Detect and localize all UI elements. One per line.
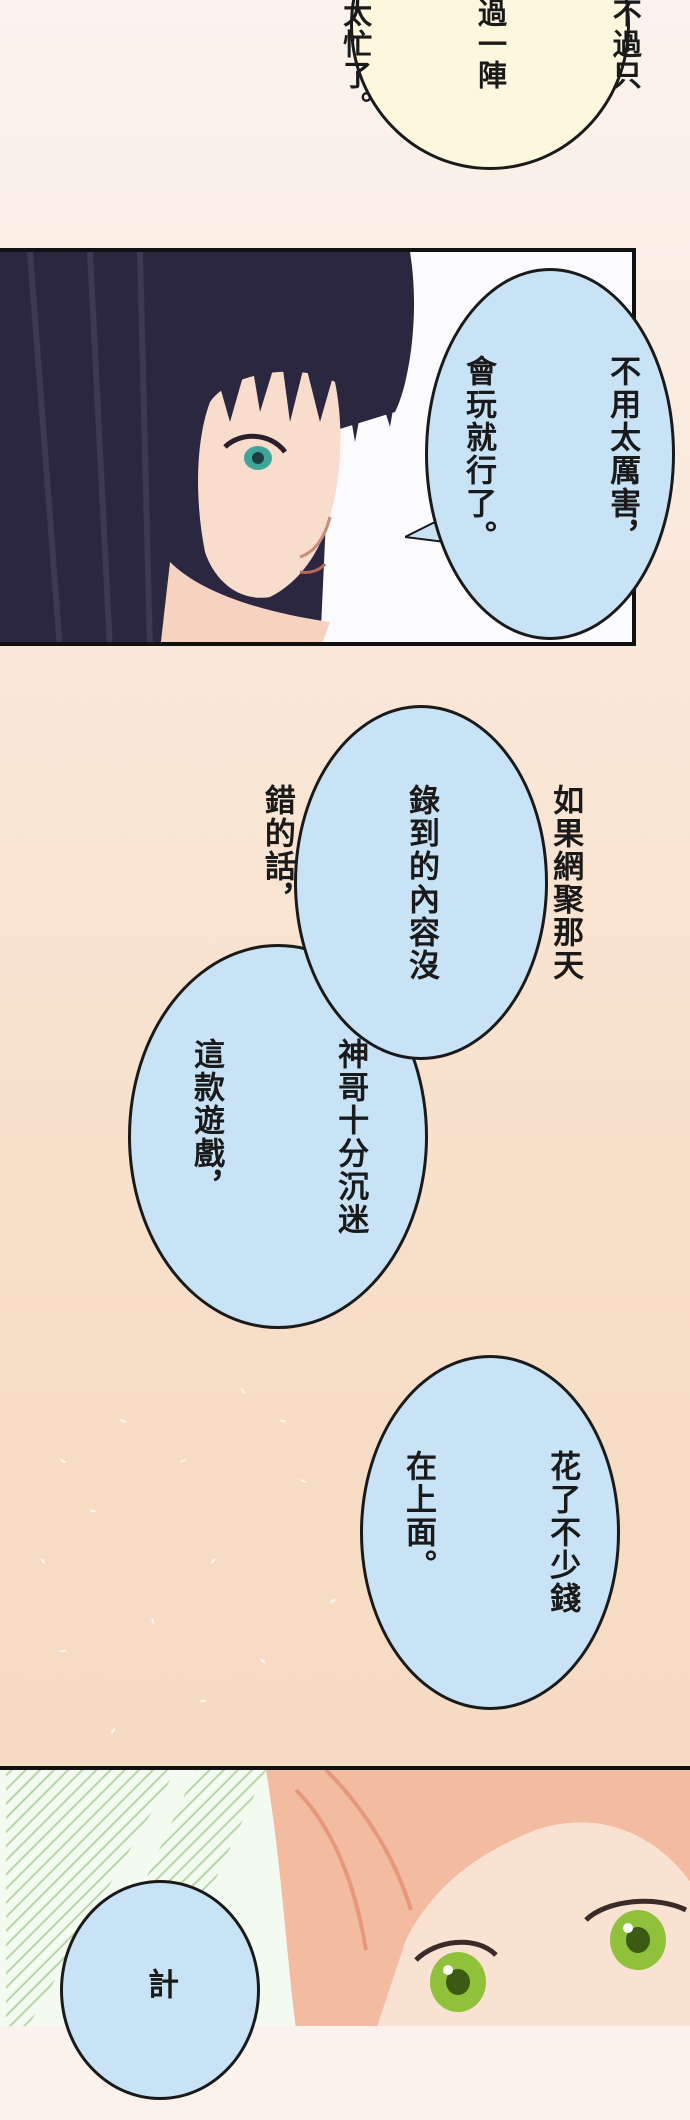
speech-bubble-2-text: 不用太厲害， 會玩就行了。 (459, 355, 641, 553)
speech-bubble-6: 計 (60, 1880, 260, 2100)
speech-bubble-1: 不過只 過一陣 太忙了。 (339, 0, 642, 170)
woman-illustration (0, 252, 414, 642)
speech-bubble-3: 如果網聚那天 錄到的內容沒 錯的話， (259, 705, 583, 1060)
speech-bubble-2: 不用太厲害， 會玩就行了。 (425, 268, 675, 640)
speech-bubble-5: 花了不少錢 在上面。 (360, 1355, 620, 1710)
speech-bubble-1-text: 不過只 過一陣 太忙了。 (338, 0, 643, 122)
speech-bubble-6-text: 計 (142, 1968, 179, 2001)
speech-bubble-3-text: 如果網聚那天 錄到的內容沒 錯的話， (258, 783, 584, 982)
speech-bubble-5-text: 花了不少錢 在上面。 (399, 1450, 581, 1615)
speech-bubble-4-text: 神哥十分沉迷 這款遊戲， (187, 1037, 369, 1236)
